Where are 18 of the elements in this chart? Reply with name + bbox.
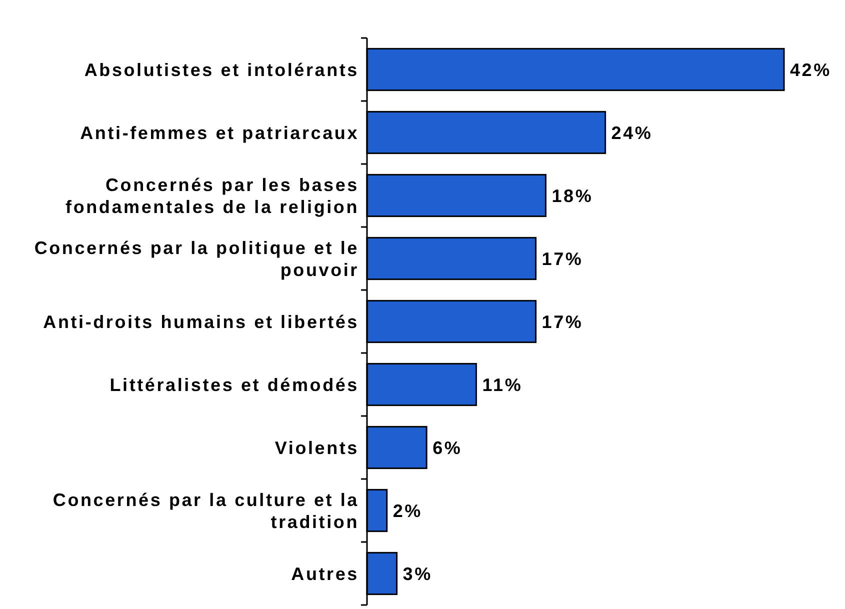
data-label: 17% <box>542 248 584 269</box>
data-label: 2% <box>392 500 422 521</box>
y-tick-label: Concernés par la politique et le pouvoir <box>34 238 359 280</box>
data-label: 24% <box>611 122 653 143</box>
y-tick-label: Absolutistes et intolérants <box>84 60 359 80</box>
data-label: 42% <box>790 60 832 80</box>
data-label: 11% <box>482 374 523 395</box>
y-tick-label: Concernés par les bases fondamentales de la religion <box>66 174 359 217</box>
y-tick-label: Autres <box>291 564 359 584</box>
y-tick-label: Anti-femmes et patriarcaux <box>80 122 359 143</box>
data-label: 6% <box>432 438 462 458</box>
data-label: 18% <box>552 186 594 206</box>
data-label: 3% <box>402 564 432 584</box>
y-tick-label: Concernés par la culture et la tradition <box>52 490 359 532</box>
y-tick-label: Littéralistes et démodés <box>110 374 359 395</box>
y-tick-label: Violents <box>274 438 359 458</box>
data-label: 17% <box>542 312 584 332</box>
y-tick-label: Anti-droits humains et libertés <box>43 312 359 332</box>
